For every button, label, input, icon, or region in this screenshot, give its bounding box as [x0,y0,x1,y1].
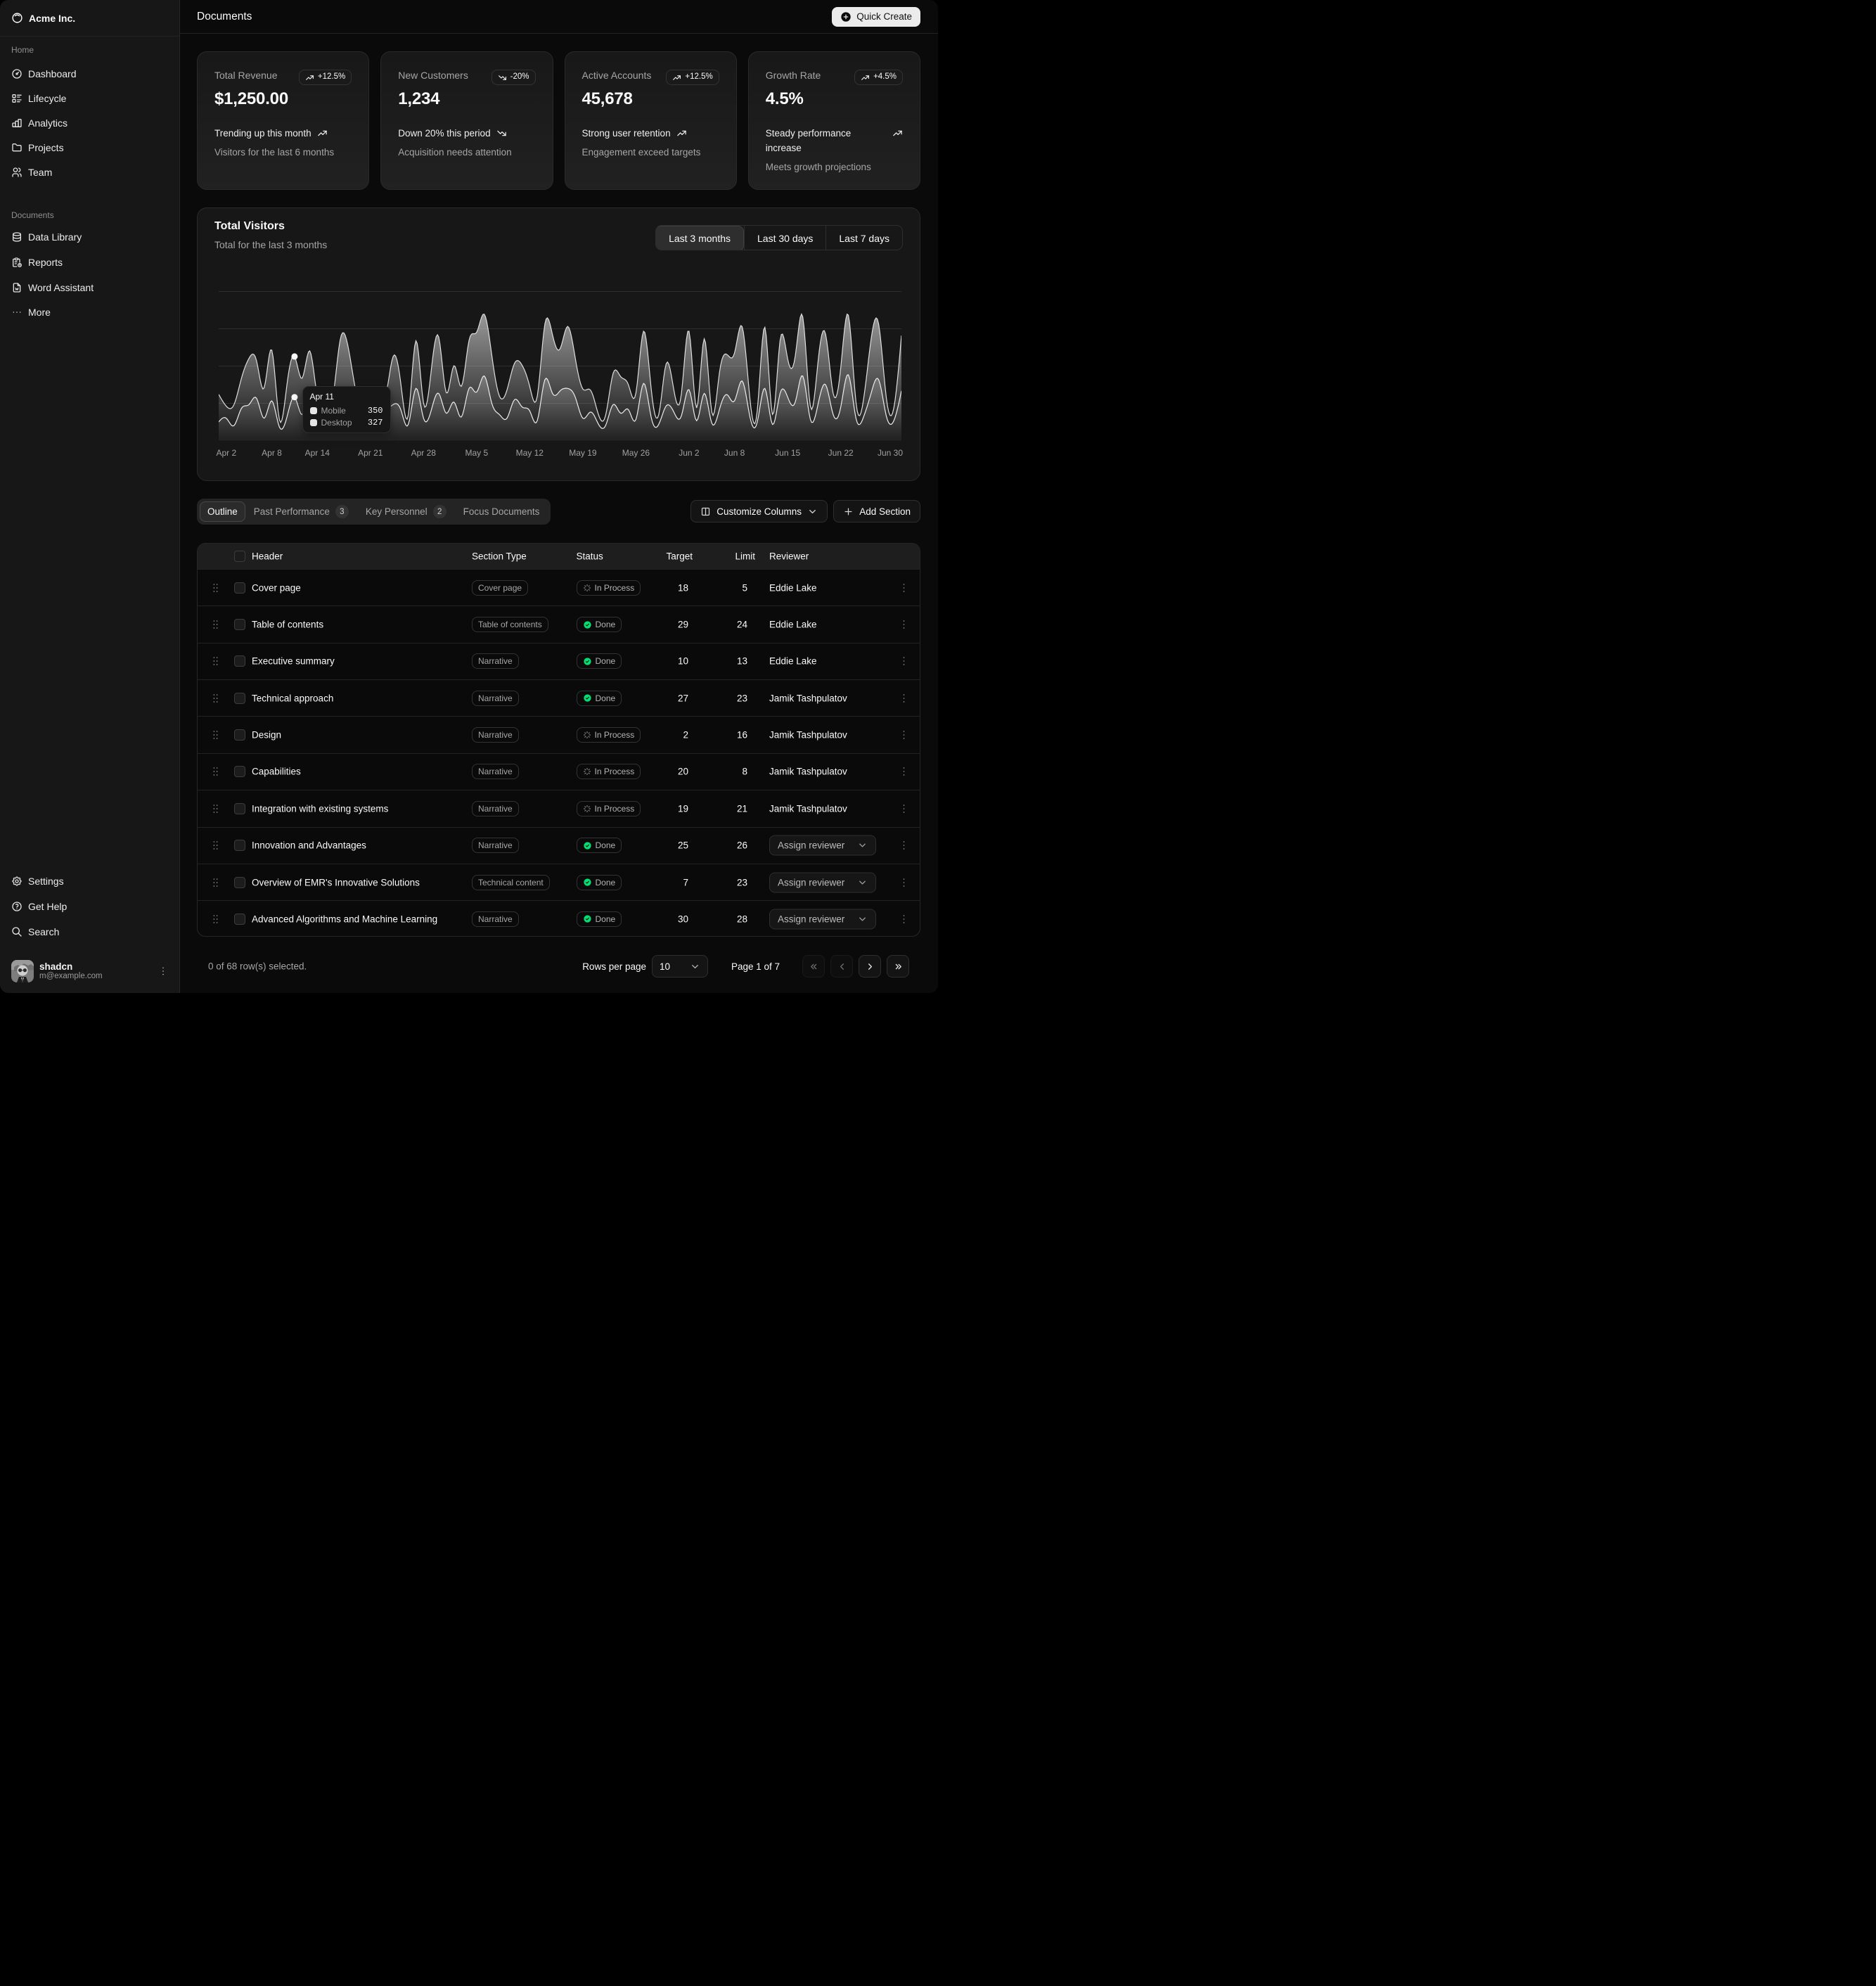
svg-text:Jun 8: Jun 8 [724,448,745,458]
svg-text:May 12: May 12 [516,448,544,458]
svg-text:Apr 28: Apr 28 [411,448,437,458]
svg-text:Apr 14: Apr 14 [305,448,330,458]
svg-text:Jun 22: Jun 22 [828,448,854,458]
svg-text:Apr 2: Apr 2 [216,448,236,458]
svg-text:May 26: May 26 [622,448,650,458]
svg-text:May 5: May 5 [465,448,488,458]
svg-text:Jun 2: Jun 2 [679,448,700,458]
svg-text:Jun 30: Jun 30 [878,448,903,458]
svg-text:Jun 15: Jun 15 [775,448,800,458]
svg-text:Apr 8: Apr 8 [262,448,282,458]
svg-text:May 19: May 19 [569,448,597,458]
svg-text:Apr 21: Apr 21 [358,448,383,458]
